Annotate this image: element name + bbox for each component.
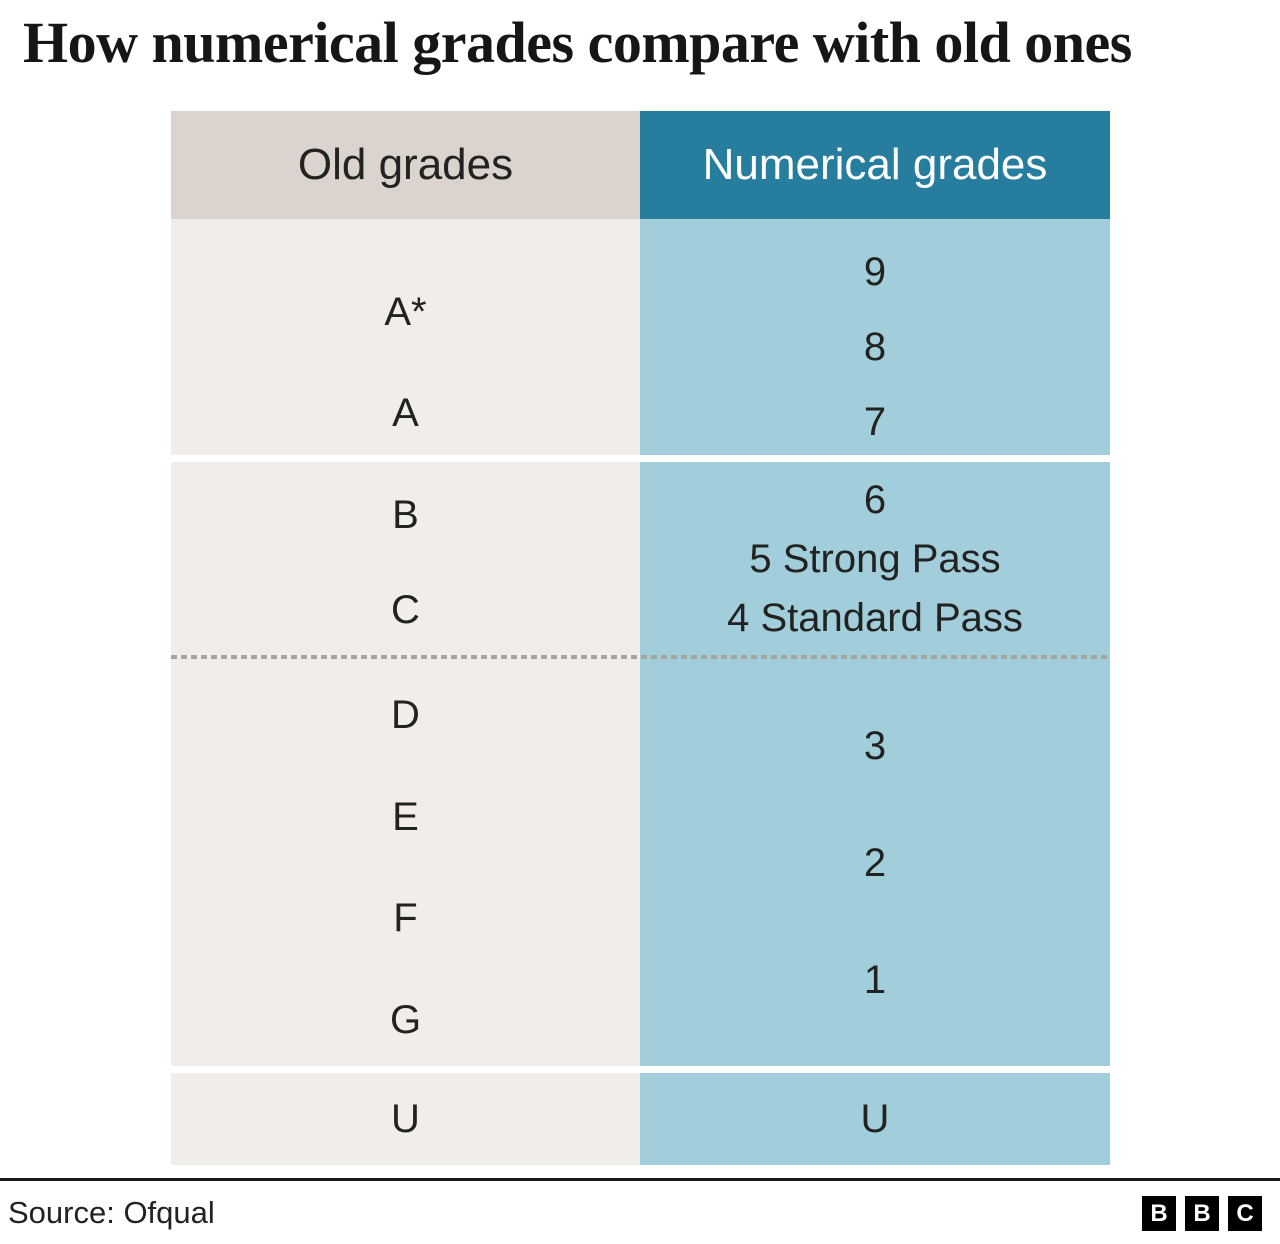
numerical-grade-2: 2	[863, 841, 887, 885]
numerical-grade-3: 3	[863, 724, 887, 768]
numerical-grade-6: 6	[863, 478, 887, 522]
numerical-grades-cell: 9 8 7	[640, 219, 1110, 455]
row-separator	[171, 1066, 1110, 1073]
numerical-grade-7: 7	[863, 400, 887, 444]
bbc-logo-block-b1: B	[1142, 1196, 1176, 1231]
numerical-grade-9: 9	[863, 250, 887, 294]
old-grade-a: A	[392, 391, 419, 435]
old-grade-d: D	[391, 693, 420, 737]
page-title: How numerical grades compare with old on…	[23, 10, 1132, 75]
old-grade-e: E	[392, 794, 419, 839]
source-caption: Source: Ofqual	[8, 1195, 215, 1230]
table-row-group-a: A* A 9 8 7	[171, 219, 1110, 455]
numerical-grades-cell: 3 2 1	[640, 657, 1110, 1066]
old-grade-u: U	[391, 1097, 420, 1141]
numerical-grade-5-strong-pass: 5 Strong Pass	[749, 537, 1001, 581]
old-grade-g: G	[389, 997, 422, 1042]
column-header-old-grades: Old grades	[171, 111, 640, 219]
numerical-grade-8: 8	[863, 325, 887, 369]
table-row-group-defg: D E F G 3 2 1	[171, 655, 1110, 1066]
old-grades-cell: U	[171, 1073, 640, 1165]
bbc-logo-block-b2: B	[1185, 1196, 1219, 1231]
old-grade-b: B	[392, 493, 419, 537]
old-grades-cell: B C	[171, 462, 640, 657]
old-grade-c: C	[391, 588, 420, 632]
bbc-logo-block-c: C	[1228, 1196, 1262, 1231]
footer-divider	[0, 1178, 1280, 1181]
numerical-grade-u: U	[860, 1097, 890, 1141]
table-header-row: Old grades Numerical grades	[171, 111, 1110, 219]
numerical-grade-1: 1	[863, 958, 887, 1002]
numerical-grades-cell: 6 5 Strong Pass 4 Standard Pass	[640, 462, 1110, 657]
bbc-logo: B B C	[1142, 1196, 1262, 1231]
grades-table: Old grades Numerical grades A* A 9 8 7 B…	[171, 111, 1110, 1165]
row-separator	[171, 455, 1110, 462]
column-header-numerical-grades: Numerical grades	[640, 111, 1110, 219]
table-row-group-bc: B C 6 5 Strong Pass 4 Standard Pass	[171, 462, 1110, 657]
table-row-group-u: U U	[171, 1073, 1110, 1165]
old-grades-cell: D E F G	[171, 657, 640, 1066]
numerical-grade-4-standard-pass: 4 Standard Pass	[727, 596, 1023, 640]
old-grades-cell: A* A	[171, 219, 640, 455]
old-grade-f: F	[393, 896, 418, 941]
numerical-grades-cell: U	[640, 1073, 1110, 1165]
old-grade-a-star: A*	[384, 290, 427, 334]
pass-threshold-dashed-line	[171, 655, 1110, 659]
